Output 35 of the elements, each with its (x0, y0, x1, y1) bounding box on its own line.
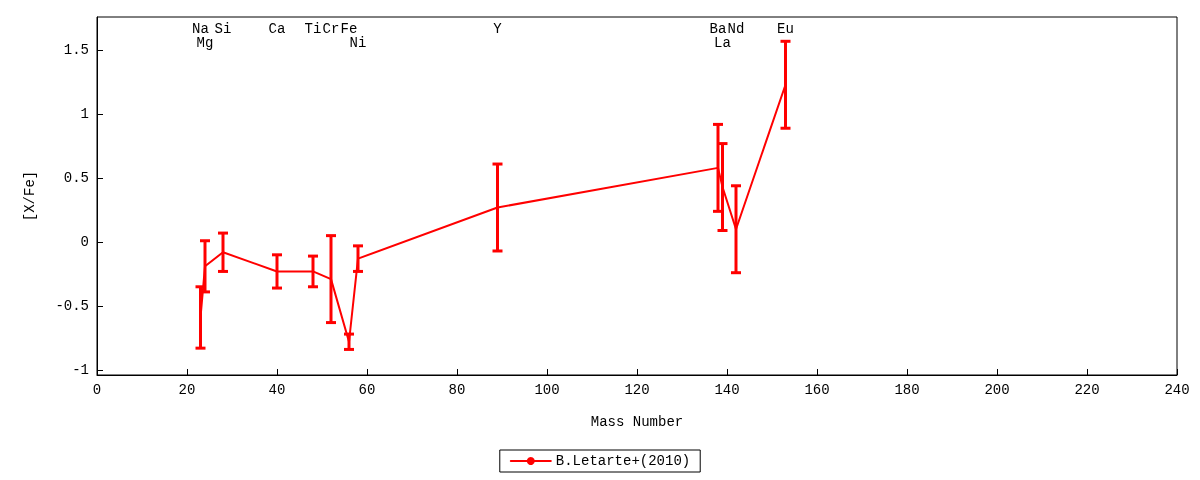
x-tick-label: 240 (1164, 382, 1190, 398)
annotation: Eu (777, 21, 794, 37)
annotation: Ti (304, 21, 322, 37)
y-tick-label: -1 (72, 361, 89, 378)
x-tick-label: 20 (178, 382, 196, 398)
x-tick-label: 80 (448, 382, 466, 398)
x-tick-label: 220 (1074, 382, 1100, 398)
x-tick-label: 160 (804, 382, 830, 398)
annotation: Ba (709, 21, 727, 37)
y-tick-label: 0.5 (63, 170, 89, 187)
annotation: La (714, 35, 731, 51)
y-tick-label: 0 (80, 234, 89, 251)
y-tick-label: 1 (80, 106, 89, 123)
x-tick-label: 40 (268, 382, 286, 398)
x-tick-label: 100 (534, 382, 560, 398)
y-tick-label: -0.5 (55, 297, 89, 314)
annotation: Na (192, 21, 209, 37)
annotation: Nd (727, 21, 745, 37)
annotation: Ca (268, 21, 286, 37)
legend-label: B.Letarte+(2010) (555, 453, 691, 469)
x-tick-label: 200 (984, 382, 1010, 398)
annotation: Ni (349, 35, 367, 51)
x-tick-label: 0 (92, 382, 102, 398)
annotation: Mg (196, 35, 214, 51)
x-tick-label: 140 (714, 382, 740, 398)
y-axis-title: [X/Fe] (22, 170, 38, 222)
annotation: Y (493, 21, 503, 37)
x-tick-label: 180 (894, 382, 920, 398)
annotation: Cr (322, 21, 340, 37)
x-tick-label: 120 (624, 382, 650, 398)
x-tick-label: 60 (358, 382, 376, 398)
x-axis-title: Mass Number (590, 414, 684, 430)
annotation: Si (214, 21, 232, 37)
annotation: Fe (340, 21, 358, 37)
y-tick-label: 1.5 (63, 42, 89, 59)
